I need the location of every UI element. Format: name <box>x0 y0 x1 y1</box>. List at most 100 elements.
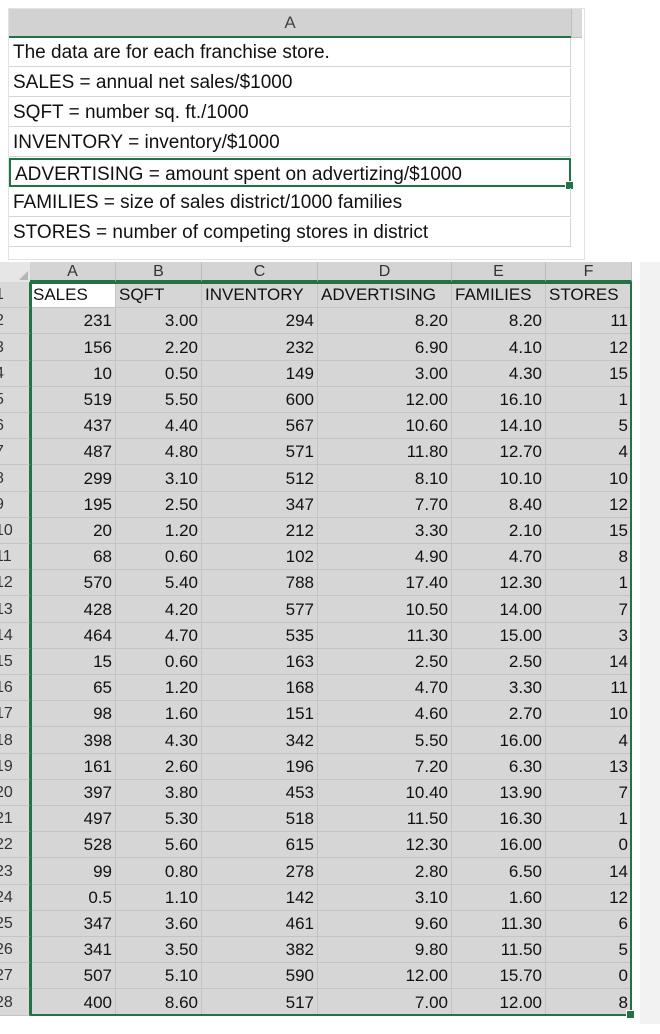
data-cell[interactable]: 10 <box>546 701 632 727</box>
data-cell[interactable]: 519 <box>30 387 116 413</box>
data-cell[interactable]: 4 <box>546 439 632 465</box>
data-cell[interactable]: 341 <box>30 937 116 963</box>
data-cell[interactable]: 168 <box>202 675 318 701</box>
row-header[interactable]: 21 <box>0 806 30 832</box>
data-cell[interactable]: 3.60 <box>116 911 202 937</box>
data-cell[interactable]: 6 <box>546 911 632 937</box>
row-header[interactable]: 28 <box>0 989 30 1016</box>
data-cell[interactable]: 8.10 <box>318 465 452 492</box>
data-cell[interactable]: 398 <box>30 727 116 754</box>
data-cell[interactable]: 788 <box>202 570 318 596</box>
row-header[interactable]: 10 <box>0 518 30 544</box>
data-cell[interactable]: 102 <box>202 544 318 570</box>
data-cell[interactable]: 7.70 <box>318 492 452 518</box>
data-cell[interactable]: 149 <box>202 361 318 387</box>
data-cell[interactable]: 4.70 <box>452 544 546 570</box>
fill-handle[interactable] <box>626 1010 635 1019</box>
data-cell[interactable]: 2.80 <box>318 858 452 885</box>
data-cell[interactable]: 14 <box>546 649 632 675</box>
row-header[interactable]: 11 <box>0 544 30 570</box>
data-cell[interactable]: 590 <box>202 963 318 989</box>
row-header[interactable]: 1 <box>0 282 30 308</box>
data-cell[interactable]: 5.50 <box>116 387 202 413</box>
data-cell[interactable]: 4.70 <box>318 675 452 701</box>
header-cell[interactable]: STORES <box>546 282 632 308</box>
data-cell[interactable]: 1.20 <box>116 518 202 544</box>
data-cell[interactable]: 12.00 <box>318 387 452 413</box>
data-cell[interactable]: 382 <box>202 937 318 963</box>
data-cell[interactable]: 2.50 <box>452 649 546 675</box>
data-cell[interactable]: 294 <box>202 308 318 334</box>
data-cell[interactable]: 1.10 <box>116 885 202 911</box>
data-cell[interactable]: 142 <box>202 885 318 911</box>
column-header-d[interactable]: D <box>318 262 452 282</box>
data-cell[interactable]: 7 <box>546 780 632 806</box>
data-cell[interactable]: 4.30 <box>116 727 202 754</box>
data-cell[interactable]: 12 <box>546 492 632 518</box>
data-cell[interactable]: 5.60 <box>116 832 202 858</box>
data-cell[interactable]: 397 <box>30 780 116 806</box>
data-cell[interactable]: 507 <box>30 963 116 989</box>
header-cell[interactable]: INVENTORY <box>202 282 318 308</box>
column-header-a[interactable]: A <box>9 9 572 38</box>
data-cell[interactable]: 9.80 <box>318 937 452 963</box>
data-cell[interactable]: 535 <box>202 623 318 649</box>
data-cell[interactable]: 2.50 <box>116 492 202 518</box>
data-cell[interactable]: 3.30 <box>452 675 546 701</box>
data-cell[interactable]: 0.5 <box>30 885 116 911</box>
row-header[interactable]: 6 <box>0 413 30 439</box>
data-cell[interactable]: 10 <box>30 361 116 387</box>
row-header[interactable]: 3 <box>0 334 30 361</box>
data-cell[interactable]: 6.90 <box>318 334 452 361</box>
data-cell[interactable]: 68 <box>30 544 116 570</box>
row-header[interactable]: 4 <box>0 361 30 387</box>
row-header[interactable]: 19 <box>0 754 30 780</box>
data-cell[interactable]: 8.20 <box>452 308 546 334</box>
row-header[interactable]: 24 <box>0 885 30 911</box>
data-cell[interactable]: 16.30 <box>452 806 546 832</box>
row-header[interactable]: 12 <box>0 570 30 596</box>
data-cell[interactable]: 15 <box>546 518 632 544</box>
data-cell[interactable]: 428 <box>30 596 116 623</box>
data-cell[interactable]: 347 <box>202 492 318 518</box>
data-cell[interactable]: 437 <box>30 413 116 439</box>
data-cell[interactable]: 231 <box>30 308 116 334</box>
data-cell[interactable]: 0.60 <box>116 544 202 570</box>
notes-cell-a5[interactable]: ADVERTISING = amount spent on advertizin… <box>9 158 574 190</box>
data-cell[interactable]: 196 <box>202 754 318 780</box>
select-all-corner[interactable] <box>0 262 31 283</box>
data-cell[interactable]: 10.10 <box>452 465 546 492</box>
row-header[interactable]: 22 <box>0 832 30 858</box>
data-cell[interactable]: 8.60 <box>116 989 202 1016</box>
data-cell[interactable]: 517 <box>202 989 318 1016</box>
data-cell[interactable]: 4.70 <box>116 623 202 649</box>
data-cell[interactable]: 2.50 <box>318 649 452 675</box>
data-cell[interactable]: 99 <box>30 858 116 885</box>
data-cell[interactable]: 487 <box>30 439 116 465</box>
data-cell[interactable]: 161 <box>30 754 116 780</box>
data-cell[interactable]: 156 <box>30 334 116 361</box>
data-cell[interactable]: 14 <box>546 858 632 885</box>
data-cell[interactable]: 3.10 <box>116 465 202 492</box>
data-cell[interactable]: 3 <box>546 623 632 649</box>
row-header[interactable]: 13 <box>0 596 30 623</box>
data-cell[interactable]: 7.20 <box>318 754 452 780</box>
data-cell[interactable]: 9.60 <box>318 911 452 937</box>
data-cell[interactable]: 12.70 <box>452 439 546 465</box>
notes-cell-a2[interactable]: SALES = annual net sales/$1000 <box>9 68 571 97</box>
data-cell[interactable]: 14.10 <box>452 413 546 439</box>
data-cell[interactable]: 4.60 <box>318 701 452 727</box>
header-cell[interactable]: SQFT <box>116 282 202 308</box>
data-cell[interactable]: 3.30 <box>318 518 452 544</box>
data-cell[interactable]: 16.00 <box>452 832 546 858</box>
data-cell[interactable]: 12.30 <box>318 832 452 858</box>
data-cell[interactable]: 4.20 <box>116 596 202 623</box>
data-cell[interactable]: 151 <box>202 701 318 727</box>
data-cell[interactable]: 5.40 <box>116 570 202 596</box>
data-cell[interactable]: 1 <box>546 806 632 832</box>
data-cell[interactable]: 4.90 <box>318 544 452 570</box>
data-cell[interactable]: 2.20 <box>116 334 202 361</box>
data-cell[interactable]: 12.00 <box>318 963 452 989</box>
data-cell[interactable]: 518 <box>202 806 318 832</box>
data-cell[interactable]: 15 <box>30 649 116 675</box>
